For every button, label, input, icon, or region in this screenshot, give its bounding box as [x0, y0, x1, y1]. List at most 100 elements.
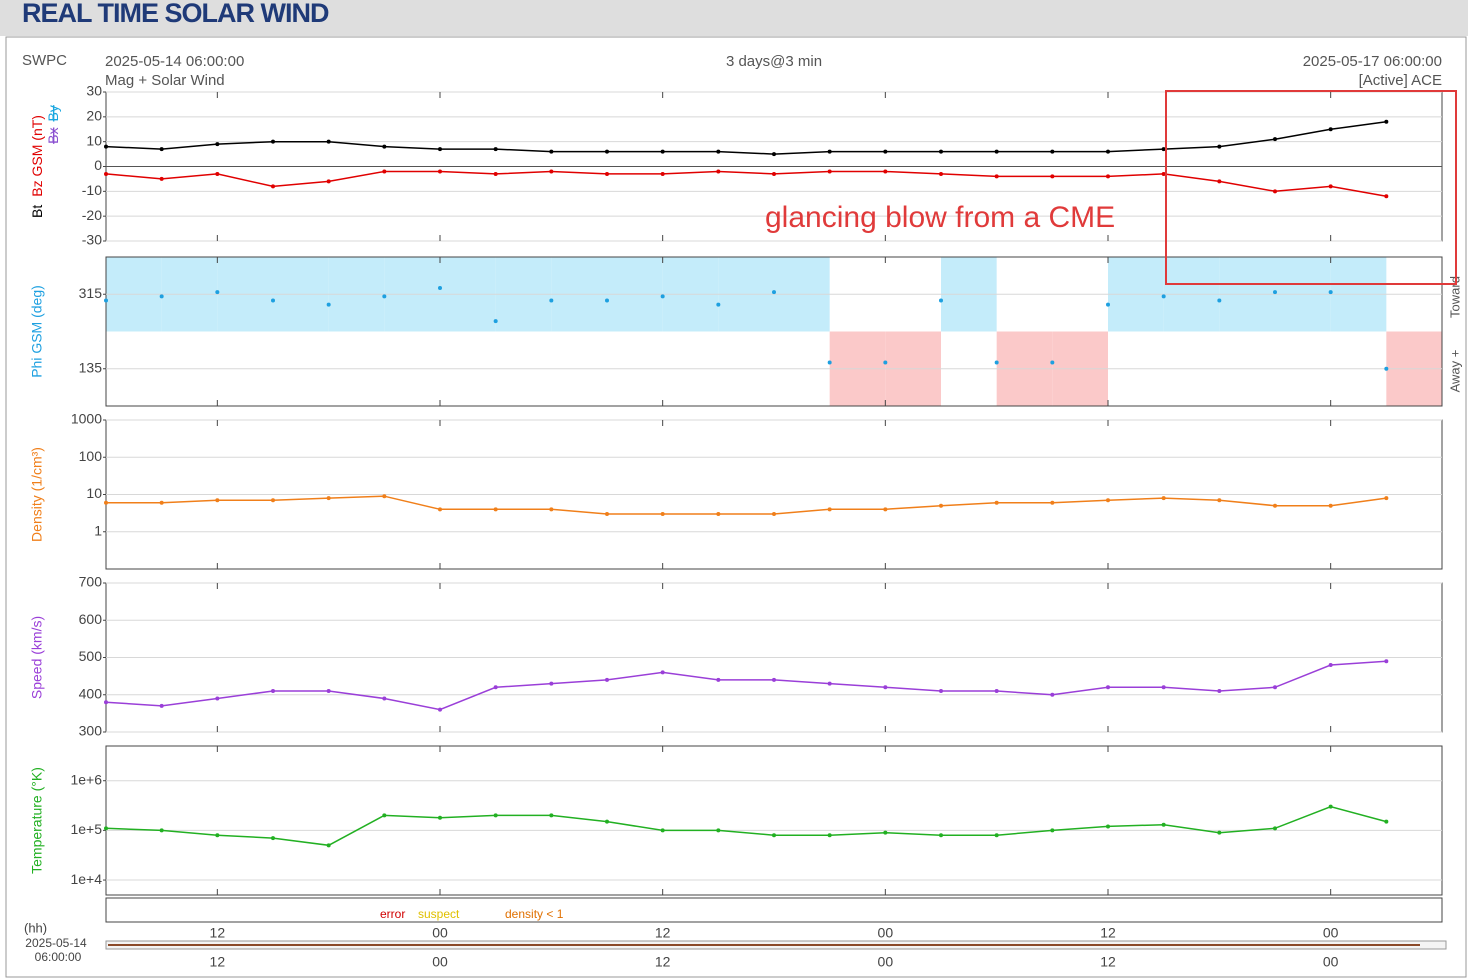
- data-point: [1161, 496, 1166, 501]
- flag-suspect: suspect: [418, 907, 460, 921]
- y-tick-label: 10: [86, 132, 102, 148]
- data-point: [1106, 824, 1110, 829]
- data-point: [883, 830, 888, 835]
- data-point: [326, 302, 331, 307]
- data-point: [159, 147, 164, 152]
- data-point: [660, 828, 665, 833]
- panel-frame: [105, 745, 1443, 896]
- flag-strip: [105, 897, 1443, 923]
- data-point: [104, 700, 108, 705]
- y-tick-label: 700: [79, 574, 103, 590]
- data-point: [438, 169, 442, 174]
- data-point: [883, 169, 888, 174]
- data-point: [660, 149, 665, 154]
- data-point: [159, 703, 164, 708]
- y-tick-label: -10: [82, 182, 102, 198]
- y-axis-label: Speed (km/s): [29, 616, 45, 699]
- data-point: [994, 500, 999, 505]
- data-point: [1217, 179, 1222, 184]
- data-point: [1273, 685, 1277, 690]
- x-tick-label: 12: [655, 925, 671, 941]
- data-point: [1050, 692, 1055, 697]
- data-point: [1050, 149, 1055, 154]
- data-point: [1050, 174, 1055, 179]
- data-point: [493, 507, 498, 512]
- data-point: [1161, 685, 1166, 690]
- x-tick-label: 12: [210, 925, 226, 941]
- data-point: [605, 149, 609, 154]
- y-tick-label: 400: [79, 685, 103, 701]
- data-point: [1384, 659, 1389, 664]
- x-tick-label: 12: [655, 954, 671, 970]
- data-point: [827, 149, 832, 154]
- data-point: [1328, 184, 1333, 189]
- data-point: [660, 294, 665, 299]
- data-point: [716, 511, 721, 516]
- data-point: [716, 149, 721, 154]
- annotation: glancing blow from a CME: [765, 201, 1115, 234]
- data-point: [159, 828, 164, 833]
- y-axis-label-part: Bt: [29, 205, 45, 218]
- x-tick-label: 12: [210, 954, 226, 970]
- y-axis-label: Temperature (°K): [29, 767, 45, 874]
- data-point: [939, 149, 943, 154]
- data-point: [994, 174, 999, 179]
- data-point: [1328, 290, 1333, 295]
- y-tick-label: -20: [82, 207, 102, 223]
- data-point: [215, 142, 220, 147]
- data-point: [549, 507, 554, 512]
- y-tick-label: 300: [79, 723, 103, 739]
- x-tick-label: 00: [432, 954, 448, 970]
- data-point: [716, 677, 721, 682]
- data-point: [104, 144, 108, 149]
- data-point: [271, 836, 275, 841]
- data-point: [1161, 147, 1166, 152]
- y-axis-label: Phi GSM (deg): [29, 285, 45, 378]
- data-point: [215, 696, 220, 701]
- data-point: [772, 290, 776, 295]
- data-point: [326, 179, 331, 184]
- data-point: [215, 498, 220, 503]
- data-point: [1217, 689, 1222, 694]
- y-tick-label: 0: [94, 157, 102, 173]
- data-point: [994, 149, 999, 154]
- data-point: [438, 815, 442, 820]
- data-point: [1273, 189, 1277, 194]
- data-point: [271, 298, 275, 303]
- data-point: [660, 171, 665, 176]
- start-time: 06:00:00: [35, 950, 82, 964]
- data-point: [1217, 830, 1222, 835]
- data-point: [1050, 500, 1055, 505]
- start-time: 2025-05-14 06:00:00: [105, 53, 244, 70]
- series-line: [105, 121, 1387, 155]
- data-point: [493, 147, 498, 152]
- data-point: [1217, 144, 1222, 149]
- data-point: [1328, 804, 1333, 809]
- data-point: [605, 819, 609, 824]
- y-tick-label: 1e+6: [70, 771, 102, 787]
- data-point: [883, 149, 888, 154]
- data-point: [716, 828, 721, 833]
- data-point: [1273, 290, 1277, 295]
- data-point: [438, 507, 442, 512]
- source: SWPC: [22, 52, 67, 69]
- data-point: [716, 169, 721, 174]
- data-point: [772, 677, 776, 682]
- data-point: [382, 696, 387, 701]
- data-point: [1161, 822, 1166, 827]
- data-point: [493, 319, 498, 324]
- flag-density: density < 1: [505, 907, 564, 921]
- x-tick-label: 00: [432, 925, 448, 941]
- data-point: [159, 500, 164, 505]
- y-tick-label: 10: [86, 485, 102, 501]
- data-point: [326, 843, 331, 848]
- y-tick-label: 600: [79, 611, 103, 627]
- flag-error: error: [380, 907, 405, 921]
- y-axis-label-part: By: [45, 105, 61, 121]
- data-point: [1050, 828, 1055, 833]
- data-point: [104, 171, 108, 176]
- data-point: [549, 169, 554, 174]
- data-point: [605, 677, 609, 682]
- data-point: [215, 171, 220, 176]
- data-point: [1106, 498, 1110, 503]
